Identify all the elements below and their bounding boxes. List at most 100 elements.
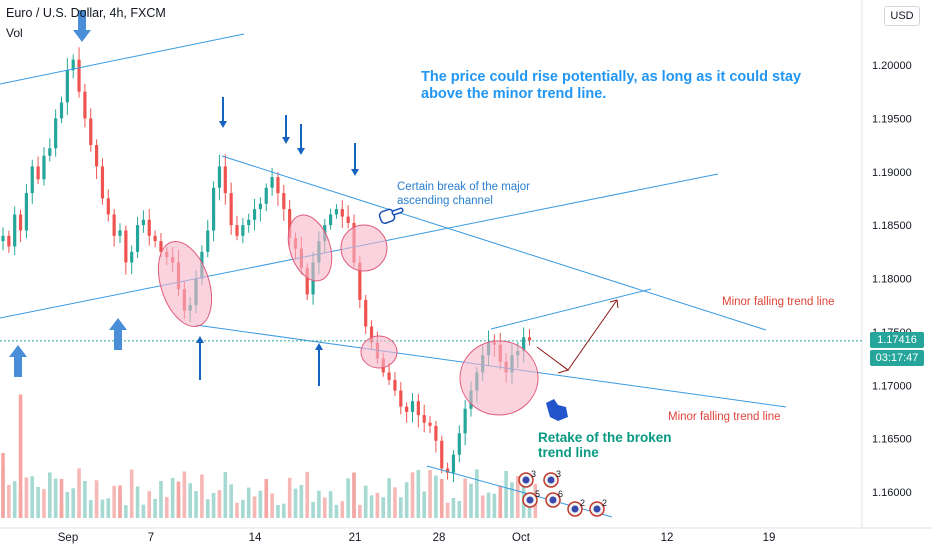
volume-bar xyxy=(223,472,228,518)
event-badge-count: 6 xyxy=(558,489,563,499)
volume-bar xyxy=(399,497,403,518)
candle-body xyxy=(364,299,368,327)
volume-bar xyxy=(340,501,345,518)
candle-body xyxy=(434,425,438,441)
candle-body xyxy=(369,326,374,343)
volume-bar xyxy=(182,471,187,518)
volume-bar xyxy=(282,503,286,518)
volume-bar xyxy=(118,485,122,518)
volume-bar xyxy=(276,504,280,518)
y-tick-label: 1.16000 xyxy=(872,487,912,499)
highlight-ellipse xyxy=(157,241,213,327)
candle-body xyxy=(346,216,350,223)
candle-body xyxy=(463,408,467,434)
candle-body xyxy=(18,214,23,231)
candle-body xyxy=(223,166,227,194)
candle-body xyxy=(334,209,339,215)
volume-bar xyxy=(141,504,146,518)
candle-body xyxy=(358,262,362,300)
candle-body xyxy=(276,177,280,194)
x-tick-label: Oct xyxy=(512,532,531,544)
volume-bar xyxy=(200,474,204,518)
volume-bar xyxy=(94,480,99,518)
down-arrowhead xyxy=(282,137,290,144)
volume-bar xyxy=(1,453,5,518)
volume-bar xyxy=(393,487,397,518)
volume-bar xyxy=(59,479,64,518)
volume-bar xyxy=(352,472,356,518)
candle-body xyxy=(83,91,87,119)
y-tick-label: 1.18500 xyxy=(872,220,912,232)
x-axis: Sep 7 14 21 28 Oct 12 19 xyxy=(58,532,776,544)
volume-bar xyxy=(7,484,11,518)
volume-bar xyxy=(293,488,298,518)
volume-bar xyxy=(147,491,152,518)
candle-body xyxy=(1,235,5,242)
volume-bar xyxy=(65,491,70,518)
candle-body xyxy=(399,390,403,407)
forecast-arrowhead xyxy=(557,363,570,374)
candle-body xyxy=(264,187,268,204)
candle-body xyxy=(212,187,216,231)
up-arrowhead xyxy=(315,343,323,350)
up-arrowhead xyxy=(196,336,204,343)
volume-bar xyxy=(463,478,467,518)
candle-body xyxy=(89,118,93,146)
candle-body xyxy=(147,219,151,236)
x-tick-label: 28 xyxy=(433,532,446,544)
volume-bar xyxy=(516,475,520,518)
candle-body xyxy=(153,235,157,242)
volume-bar xyxy=(194,490,198,518)
candle-body xyxy=(130,251,134,263)
x-tick-label: 7 xyxy=(148,532,154,544)
volume-bar xyxy=(176,481,181,518)
volume-bar xyxy=(124,505,128,518)
candle-body xyxy=(527,337,532,341)
volume-bar xyxy=(270,493,274,518)
event-badge-count: 5 xyxy=(535,489,540,499)
highlight-ellipse xyxy=(340,224,388,272)
candle-body xyxy=(235,225,239,236)
candle-body xyxy=(42,155,46,180)
volume-bar xyxy=(504,471,508,518)
volume-bar xyxy=(363,485,368,518)
candle-body xyxy=(59,102,64,119)
y-axis: 1.200001.195001.190001.185001.180001.175… xyxy=(872,60,912,499)
volume-bar xyxy=(311,502,315,518)
volume-bar xyxy=(387,478,391,518)
event-badge-center xyxy=(547,476,555,484)
volume-bar xyxy=(135,486,140,518)
candle-body xyxy=(416,401,420,416)
fat-up-arrow xyxy=(109,318,127,350)
candle-body xyxy=(451,454,456,473)
x-tick-label: 21 xyxy=(349,532,362,544)
event-badge-count: 2 xyxy=(580,498,585,508)
volume-bar xyxy=(112,485,116,518)
candle-body xyxy=(393,379,397,391)
volume-bar xyxy=(129,469,134,518)
fat-down-arrow xyxy=(73,10,91,42)
volume-bar xyxy=(18,394,23,518)
candle-body xyxy=(247,219,251,226)
volume-bar xyxy=(410,472,415,518)
volume-bar xyxy=(299,484,304,518)
volume-bar xyxy=(264,479,269,518)
candle-body xyxy=(405,406,409,412)
chart-title: Euro / U.S. Dollar, 4h, FXCM xyxy=(6,6,166,20)
minor-falling-note-2: Minor falling trend line xyxy=(668,411,781,423)
last-price-tag: 1.17416 xyxy=(870,332,924,348)
x-tick-label: 14 xyxy=(249,532,262,544)
falling-trendline-upper xyxy=(221,155,767,331)
x-tick-label: 12 xyxy=(661,532,674,544)
currency-button[interactable]: USD xyxy=(884,6,920,26)
volume-bar xyxy=(211,492,216,518)
volume-bar xyxy=(434,475,438,518)
volume-bar xyxy=(439,479,444,518)
volume-bar xyxy=(358,504,362,518)
volume-bar xyxy=(235,502,239,518)
candle-body xyxy=(252,209,257,220)
candle-body xyxy=(48,148,52,156)
volume-bar xyxy=(106,498,111,518)
main-note: The price could rise potentially, as lon… xyxy=(421,69,802,102)
pointing-hand-icon xyxy=(546,399,568,421)
